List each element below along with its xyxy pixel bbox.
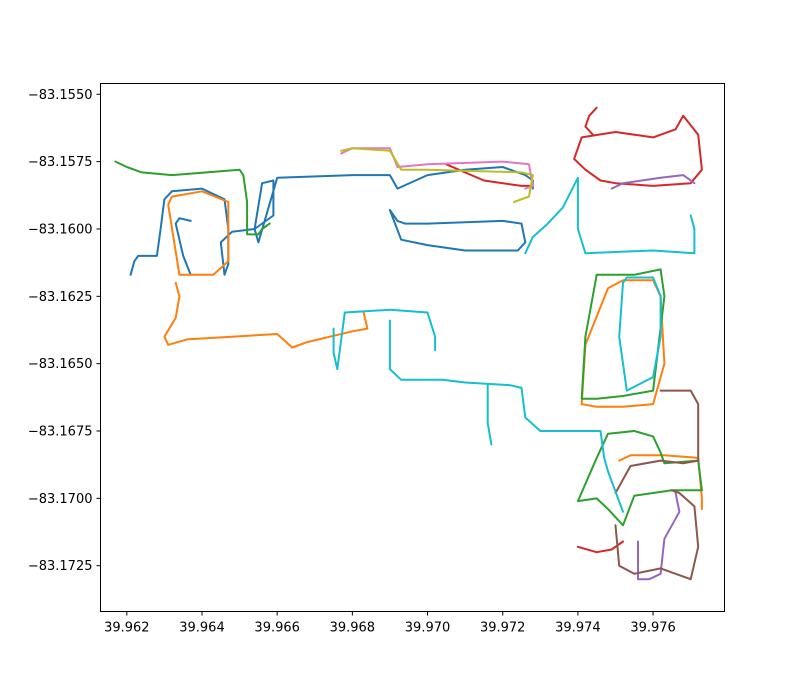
y-tick-label: −83.1550 [28,88,93,103]
x-axis-ticks: 39.962 39.964 39.966 39.968 39.970 39.972 39.9… [104,611,676,636]
x-tick-label: 39.974 [555,621,601,636]
trace-line-25 [524,176,696,255]
y-tick-label: −83.1650 [28,357,93,372]
trace-line-3 [388,209,527,252]
trace-line-12 [573,114,703,187]
trace-line-2 [174,217,192,276]
y-axis-ticks: −83.1550 −83.1575 −83.1600 −83.1625 −83.1650… [28,88,101,574]
trace-line-7 [580,279,666,408]
x-tick-label: 39.966 [254,621,300,636]
y-tick-label: −83.1725 [28,559,93,574]
y-tick-label: −83.1600 [28,222,93,237]
x-tick-label: 39.964 [179,621,225,636]
trace-line-18 [614,389,700,494]
plot-frame [100,83,725,612]
trace-line-4 [163,281,369,349]
y-tick-label: −83.1700 [28,492,93,507]
x-tick-label: 39.970 [405,621,451,636]
trace-line-13 [584,106,598,136]
trace-line-21 [332,308,437,371]
trace-line-16 [637,492,681,581]
trace-line-9 [580,268,666,400]
trace-line-17 [614,489,700,581]
trace-line-5 [167,190,230,276]
trace-line-6 [618,454,703,511]
x-tick-label: 39.972 [480,621,526,636]
trace-line-10 [576,430,703,527]
trace-line-8 [114,160,271,236]
y-tick-label: −83.1625 [28,290,93,305]
trace-line-15 [610,174,696,190]
trace-line-1 [129,166,534,276]
trace-line-24 [618,276,662,392]
trace-line-22 [388,319,624,513]
x-tick-label: 39.968 [330,621,376,636]
trace-line-23 [486,384,493,446]
y-tick-label: −83.1575 [28,155,93,170]
trace-lines [114,106,703,581]
x-tick-label: 39.962 [104,621,150,636]
y-tick-label: −83.1675 [28,425,93,440]
trace-line-14 [445,163,534,187]
x-tick-label: 39.976 [630,621,676,636]
trace-line-20 [340,147,534,203]
